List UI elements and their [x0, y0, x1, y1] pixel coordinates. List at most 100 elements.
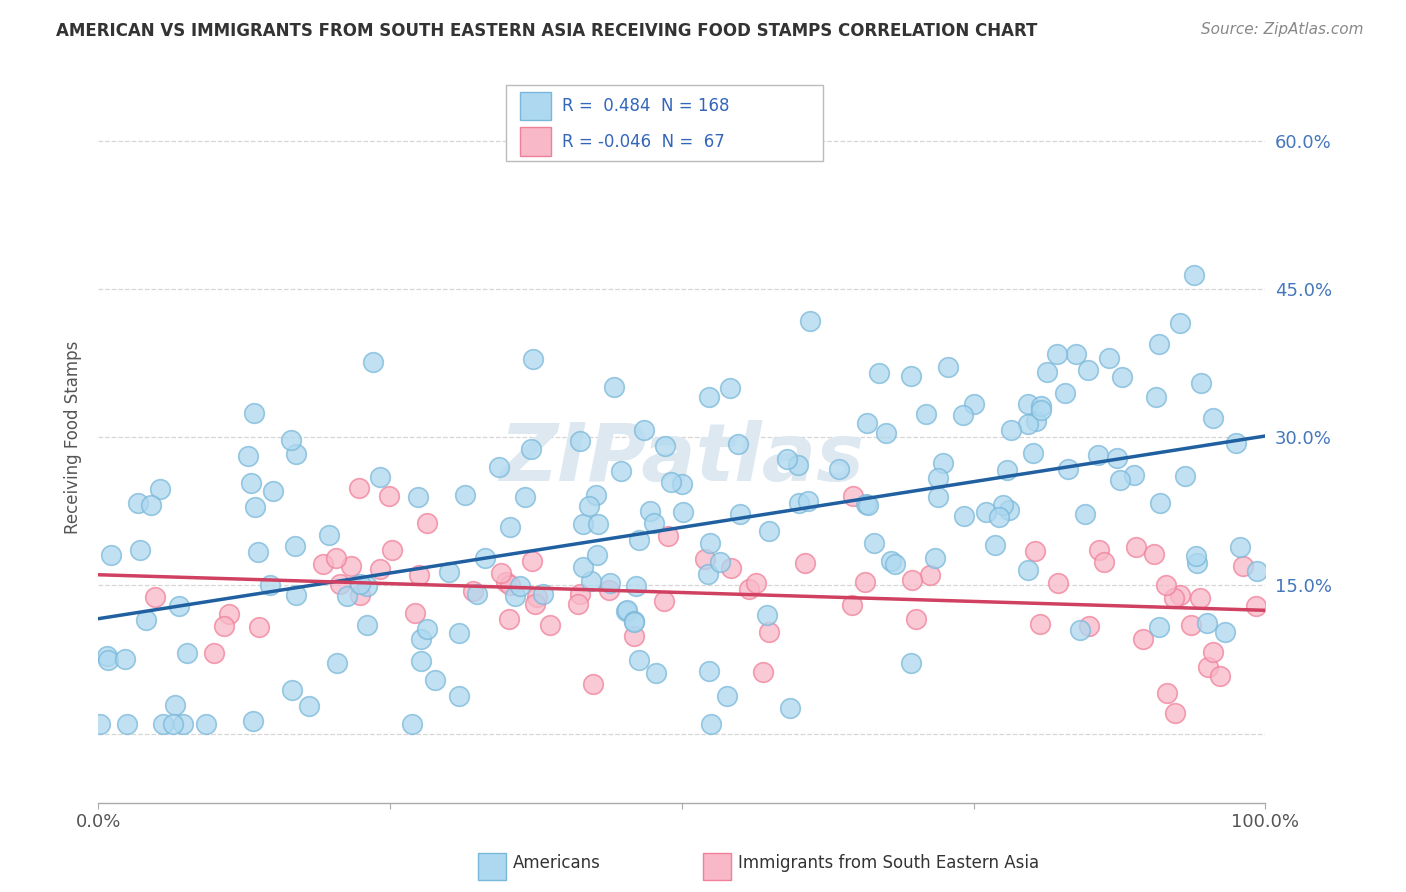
Point [697, 566, 720, 581]
Point [875, 426, 897, 441]
Point [855, 497, 877, 511]
Point [787, 458, 810, 472]
Point [936, 359, 959, 374]
Point [585, 488, 607, 502]
Point [924, 550, 946, 565]
Point [356, 578, 378, 592]
Point [1105, 450, 1128, 465]
Point [856, 498, 879, 512]
Point [152, 716, 174, 731]
Point [853, 575, 876, 590]
Point [627, 653, 650, 667]
Point [236, 449, 259, 463]
Point [623, 614, 645, 628]
Point [515, 490, 537, 504]
Point [381, 543, 404, 558]
Point [416, 623, 439, 637]
Point [461, 584, 484, 599]
Point [1244, 599, 1267, 613]
Point [1246, 564, 1268, 578]
Point [128, 542, 150, 557]
Point [901, 574, 924, 588]
Point [697, 664, 720, 678]
Point [657, 529, 679, 543]
Point [522, 351, 544, 366]
Point [1197, 615, 1219, 630]
Point [498, 612, 520, 626]
Point [991, 498, 1014, 512]
Point [495, 574, 517, 589]
Point [1156, 578, 1178, 592]
Point [1185, 549, 1208, 563]
Point [728, 507, 751, 521]
Point [488, 460, 510, 475]
Point [828, 462, 851, 476]
Point [526, 591, 548, 605]
Point [423, 673, 446, 687]
Point [172, 716, 194, 731]
Point [779, 701, 801, 715]
Point [755, 607, 778, 622]
Point [114, 652, 136, 666]
Point [1111, 370, 1133, 384]
Point [1017, 397, 1039, 411]
Point [984, 538, 1007, 552]
Point [349, 577, 371, 591]
Point [997, 503, 1019, 517]
Point [149, 482, 172, 496]
Point [927, 490, 949, 504]
Text: R = -0.046  N =  67: R = -0.046 N = 67 [562, 133, 725, 151]
Point [614, 603, 637, 617]
Point [697, 390, 720, 404]
Point [284, 539, 307, 553]
Point [569, 587, 592, 601]
Point [927, 471, 949, 485]
Point [349, 481, 371, 495]
Point [1031, 402, 1053, 417]
Point [758, 524, 780, 539]
Point [623, 629, 645, 643]
Point [720, 561, 742, 575]
Point [1077, 363, 1099, 377]
Point [659, 475, 682, 489]
Point [1017, 563, 1039, 577]
Point [538, 618, 561, 632]
Point [1144, 390, 1167, 404]
Point [100, 548, 122, 562]
Point [1189, 376, 1212, 391]
Point [240, 475, 263, 490]
Point [298, 698, 321, 713]
Text: Americans: Americans [513, 855, 602, 872]
Point [499, 577, 522, 591]
Point [326, 656, 349, 670]
Point [671, 477, 693, 491]
Point [1143, 547, 1166, 561]
Point [918, 567, 941, 582]
Point [1188, 591, 1211, 606]
Point [1122, 468, 1144, 483]
Point [1088, 542, 1111, 557]
Point [280, 433, 302, 447]
Point [841, 598, 863, 612]
Point [787, 496, 810, 510]
Point [447, 689, 470, 703]
Point [1187, 556, 1209, 570]
Point [1087, 448, 1109, 462]
Point [776, 452, 799, 467]
Point [377, 489, 399, 503]
Point [284, 447, 307, 461]
Point [758, 624, 780, 639]
Point [616, 603, 638, 617]
Point [162, 716, 184, 731]
Point [672, 505, 695, 519]
Point [1225, 436, 1247, 450]
Point [280, 682, 302, 697]
Point [1069, 623, 1091, 637]
Point [571, 559, 593, 574]
Point [1149, 620, 1171, 634]
Point [931, 456, 953, 470]
Point [863, 536, 886, 550]
Point [633, 423, 655, 437]
Point [1163, 591, 1185, 606]
Point [401, 716, 423, 731]
